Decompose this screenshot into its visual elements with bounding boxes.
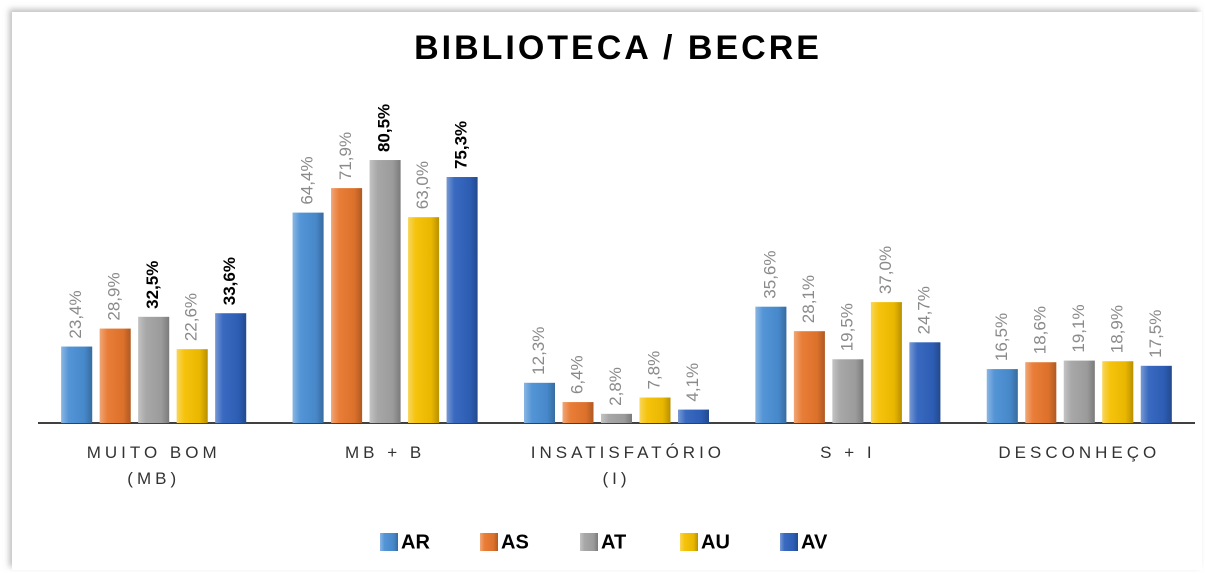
x-tick-label: MB + B [344,443,426,462]
x-tick-label: S + I [820,443,876,462]
bar [562,402,594,423]
value-label: 12,3% [529,327,548,375]
bar [331,188,363,423]
legend-label: AR [401,531,430,553]
frame [12,12,1202,570]
value-label: 37,0% [876,246,895,294]
value-label: 35,6% [760,251,779,299]
x-tick-label: DESCONHEÇO [998,443,1161,462]
value-label: 22,6% [182,293,201,341]
bar [678,409,709,423]
value-label: 7,8% [644,351,663,390]
legend-swatch-shine [480,533,498,551]
legend-label: AS [501,531,529,553]
x-tick-label: MUITO BOM (MB) [86,443,221,488]
legend-label: AT [601,531,626,553]
bar [99,328,131,423]
legend-swatch-shine [380,533,398,551]
value-label: 19,1% [1069,304,1088,352]
value-label: 18,9% [1107,305,1126,353]
bar [138,316,170,423]
legend-label: AU [701,531,730,553]
value-label: 33,6% [220,257,239,305]
bar [1063,360,1095,423]
value-label: 75,3% [452,121,471,169]
value-label: 28,9% [105,272,124,320]
bar [986,369,1018,423]
bar [1102,361,1134,423]
bar [215,313,247,423]
bar [176,349,208,423]
value-label: 2,8% [606,367,625,406]
bar [61,346,93,423]
bar [524,382,555,423]
value-label: 24,7% [914,286,933,334]
value-label: 63,0% [413,161,432,209]
bar [755,306,787,423]
value-label: 64,4% [298,156,317,204]
chart-title: BIBLIOTECA / BECRE [414,29,822,67]
legend-swatch-shine [680,533,698,551]
legend-label: AV [801,531,828,553]
bar [832,359,864,423]
value-label: 18,6% [1030,306,1049,354]
bar [292,212,324,423]
bar [1025,362,1057,423]
value-label: 71,9% [336,132,355,180]
value-label: 19,5% [837,303,856,351]
legend-swatch-shine [780,533,798,551]
bar [870,302,902,423]
bar [369,160,401,424]
bar [639,397,671,423]
bar [909,342,941,423]
value-label: 23,4% [66,290,85,338]
bar [1140,365,1172,423]
value-label: 4,1% [683,363,702,402]
bar [446,177,478,423]
value-label: 32,5% [143,261,162,309]
bar [601,413,632,423]
value-label: 6,4% [567,355,586,394]
value-label: 17,5% [1146,310,1165,358]
bar [793,331,825,423]
x-tick-label: INSATISFATÓRIO (I) [530,443,726,488]
bar [408,217,440,423]
value-label: 80,5% [375,104,394,152]
value-label: 28,1% [799,275,818,323]
value-label: 16,5% [992,313,1011,361]
legend-swatch-shine [580,533,598,551]
